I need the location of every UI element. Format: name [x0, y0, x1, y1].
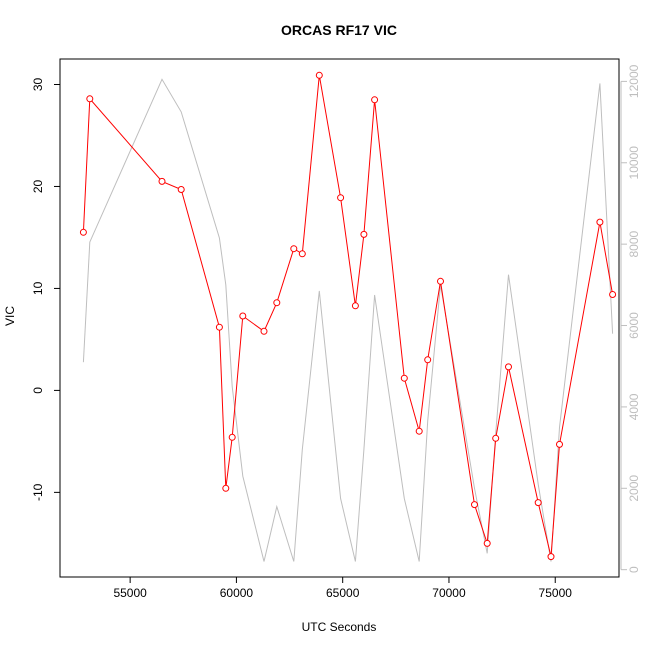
x-axis: 55000 60000 65000 70000 75000	[113, 577, 572, 600]
data-point	[222, 484, 230, 492]
data-point	[556, 440, 563, 448]
data-point	[400, 374, 408, 382]
data-point	[273, 299, 281, 307]
data-point	[596, 218, 604, 226]
y-axis: -10 0 10 20 30	[31, 77, 60, 501]
y2-tick-label-5: 10000	[627, 146, 641, 180]
data-point	[86, 95, 94, 103]
data-point	[315, 71, 323, 79]
data-point	[483, 539, 491, 547]
x-tick-label-4: 75000	[539, 586, 573, 600]
data-point	[360, 230, 368, 238]
data-point	[158, 177, 166, 185]
y-tick-label-4: 30	[31, 77, 45, 91]
y2-tick-label-6: 12000	[627, 64, 641, 98]
data-point	[239, 312, 247, 320]
series-line-0	[82, 75, 614, 557]
data-point	[437, 277, 444, 285]
secondary-y-axis: 0 2000 4000 6000 8000 10000 12000	[620, 64, 641, 573]
data-point	[177, 186, 185, 193]
x-axis-label: UTC Seconds	[302, 620, 377, 634]
y2-tick-label-2: 4000	[627, 393, 641, 420]
data-point	[215, 323, 223, 331]
x-tick-label-2: 65000	[326, 586, 360, 600]
data-point	[298, 250, 306, 258]
y2-tick-label-4: 8000	[627, 230, 641, 257]
data-point	[228, 433, 236, 441]
data-point	[290, 245, 298, 253]
data-point	[492, 434, 500, 442]
x-tick-label-0: 55000	[113, 586, 147, 600]
data-point	[371, 96, 379, 104]
data-point	[471, 501, 478, 509]
y-tick-label-1: 0	[31, 387, 45, 394]
chart-title: ORCAS RF17 VIC	[281, 22, 397, 38]
data-point	[260, 327, 268, 335]
x-tick-label-1: 60000	[220, 586, 254, 600]
y-tick-label-2: 10	[31, 281, 45, 295]
data-point	[415, 427, 423, 435]
y2-tick-label-1: 2000	[627, 475, 641, 502]
x-tick-label-3: 70000	[432, 586, 466, 600]
plot-frame	[59, 58, 620, 578]
data-point	[337, 194, 345, 202]
y-tick-label-3: 20	[31, 179, 45, 193]
data-point	[79, 228, 87, 236]
y2-tick-label-3: 6000	[627, 312, 641, 339]
series-layer	[79, 71, 617, 562]
data-point	[424, 356, 432, 364]
data-point	[609, 291, 617, 298]
data-point	[351, 302, 359, 310]
data-point	[547, 553, 555, 561]
series-line-1	[82, 78, 614, 562]
y2-tick-label-0: 0	[627, 566, 641, 573]
data-point	[534, 499, 542, 507]
data-point	[505, 363, 512, 371]
y-tick-label-0: -10	[31, 483, 45, 501]
y-axis-label: VIC	[3, 306, 17, 326]
